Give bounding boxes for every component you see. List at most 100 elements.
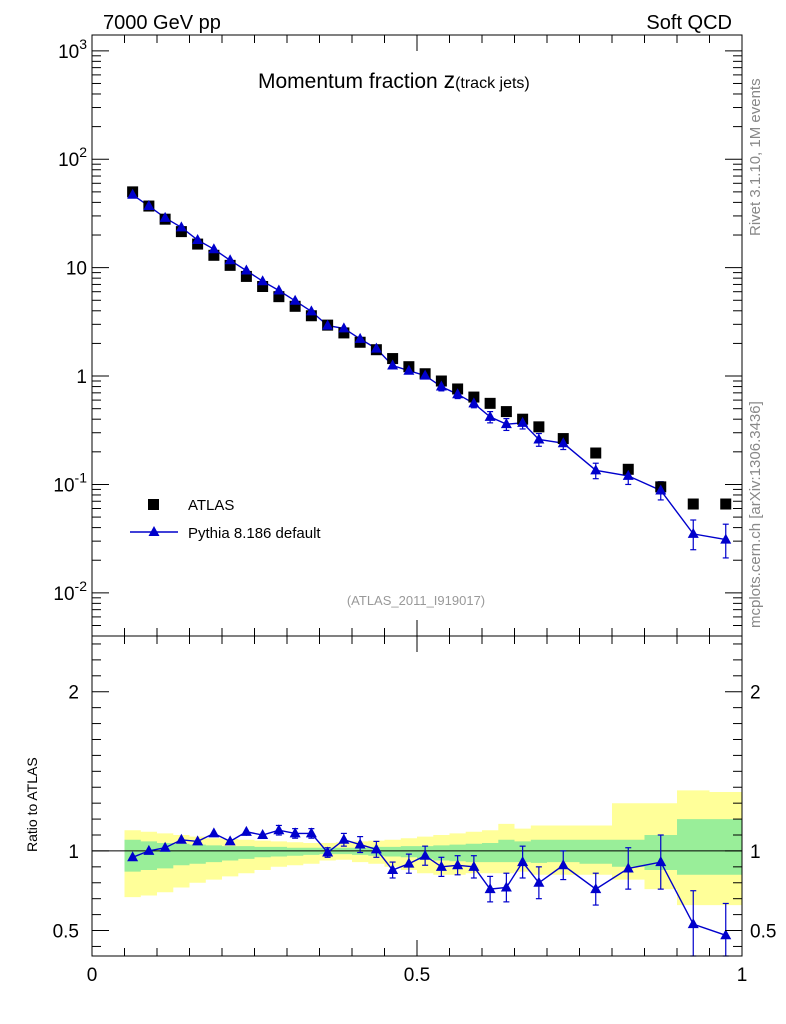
main-title: Momentum fraction z(track jets) (258, 67, 530, 93)
ratio-point (240, 825, 252, 836)
pythia-point (452, 388, 464, 399)
ratio-point (370, 843, 382, 854)
ratio-point (720, 929, 732, 940)
pythia-point (435, 380, 447, 391)
pythia-point (687, 527, 699, 538)
atlas-point (208, 249, 220, 261)
ratio-y-tick-label-right: 1 (750, 842, 761, 863)
main-ticks: 10-2 10-1 1 10 102 103 (53, 35, 743, 637)
pythia-point (484, 410, 496, 421)
main-title-variable: z (444, 67, 456, 93)
pythia-point (655, 484, 667, 495)
ratio-point (224, 835, 236, 846)
ratio-point (500, 881, 512, 892)
ratio-y-tick-label-left: 0.5 (53, 922, 79, 943)
legend-marker-atlas (148, 499, 159, 510)
ratio-y-axis-label: Ratio to ATLAS (24, 757, 40, 852)
pythia-point (338, 322, 350, 333)
mcplots-label: mcplots.cern.ch [arXiv:1306.3436] (747, 401, 764, 628)
atlas-point (500, 406, 512, 418)
main-y-tick-label: 10-2 (53, 578, 87, 605)
ratio-point (435, 860, 447, 871)
ratio-point (322, 846, 334, 857)
pythia-point (370, 342, 382, 353)
ratio-y-tick-label-left: 1 (68, 842, 79, 863)
ratio-y-tick-label-left: 2 (68, 683, 79, 704)
atlas-point (484, 397, 496, 409)
pythia-point (387, 359, 399, 370)
header-energy-label: 7000 GeV pp (103, 12, 221, 34)
atlas-point (192, 238, 204, 250)
ratio-point (533, 876, 545, 887)
main-y-tick-label: 10 (66, 259, 87, 280)
pythia-point (419, 369, 431, 380)
legend-label-pythia: Pythia 8.186 default (188, 525, 321, 542)
atlas-point (257, 281, 269, 293)
main-title-subscript: (track jets) (455, 75, 530, 92)
ratio-frame (91, 635, 743, 957)
pythia-point (175, 221, 187, 232)
uncertainty-band-inner (124, 819, 742, 875)
ratio-point (127, 851, 139, 862)
ratio-point (143, 844, 155, 855)
atlas-point (622, 463, 634, 475)
pythia-point (127, 188, 139, 199)
pythia-point (468, 397, 480, 408)
ratio-point (557, 859, 569, 870)
pythia-point (622, 469, 634, 480)
ratio-point (517, 856, 529, 867)
pythia-point (354, 332, 366, 343)
ratio-y-tick-label-right: 2 (750, 683, 761, 704)
main-panel: 10-2 10-1 1 10 102 103 Momentum fraction z(tr… (53, 34, 743, 637)
pythia-line (132, 194, 726, 541)
ratio-point (484, 883, 496, 894)
ratio-ticks: 0.5 0.5 1 1 2 2 0 0.5 1 (53, 636, 776, 986)
pythia-point (257, 275, 269, 286)
main-y-tick-label: 102 (58, 144, 87, 171)
atlas-point (305, 310, 317, 322)
main-title-text: Momentum fraction (258, 70, 444, 93)
pythia-point (590, 464, 602, 475)
pythia-point (159, 211, 171, 222)
atlas-point (387, 353, 399, 365)
ratio-point (257, 829, 269, 840)
pythia-point (305, 305, 317, 316)
main-frame (91, 34, 743, 637)
ratio-x-tick-label: 1 (737, 965, 748, 986)
pythia-point (240, 264, 252, 275)
ratio-point (622, 862, 634, 873)
ratio-point (192, 835, 204, 846)
ratio-point (273, 824, 285, 835)
ratio-point (655, 856, 667, 867)
atlas-point (590, 447, 602, 459)
pythia-point (192, 233, 204, 244)
ratio-point (305, 827, 317, 838)
atlas-point (468, 391, 480, 403)
pythia-point (289, 294, 301, 305)
ratio-data-layer (127, 824, 732, 957)
pythia-point (273, 284, 285, 295)
main-data-layer (127, 186, 732, 559)
pythia-point (143, 200, 155, 211)
atlas-point (240, 270, 252, 282)
ratio-point (468, 860, 480, 871)
atlas-point (273, 291, 285, 303)
pythia-point (403, 364, 415, 375)
atlas-point (533, 421, 545, 433)
pythia-point (208, 243, 220, 254)
ratio-point (403, 857, 415, 868)
header-category-label: Soft QCD (646, 12, 732, 34)
ratio-point (159, 841, 171, 852)
ratio-x-tick-label: 0 (87, 965, 98, 986)
ratio-point (289, 827, 301, 838)
pythia-point (322, 319, 334, 330)
legend: ATLAS Pythia 8.186 default (130, 497, 321, 542)
ratio-bands (124, 790, 742, 906)
ratio-point (387, 864, 399, 875)
atlas-point (175, 226, 187, 238)
pythia-point (224, 254, 236, 265)
legend-label-atlas: ATLAS (188, 497, 234, 514)
pythia-point (500, 418, 512, 429)
ratio-point (419, 849, 431, 860)
